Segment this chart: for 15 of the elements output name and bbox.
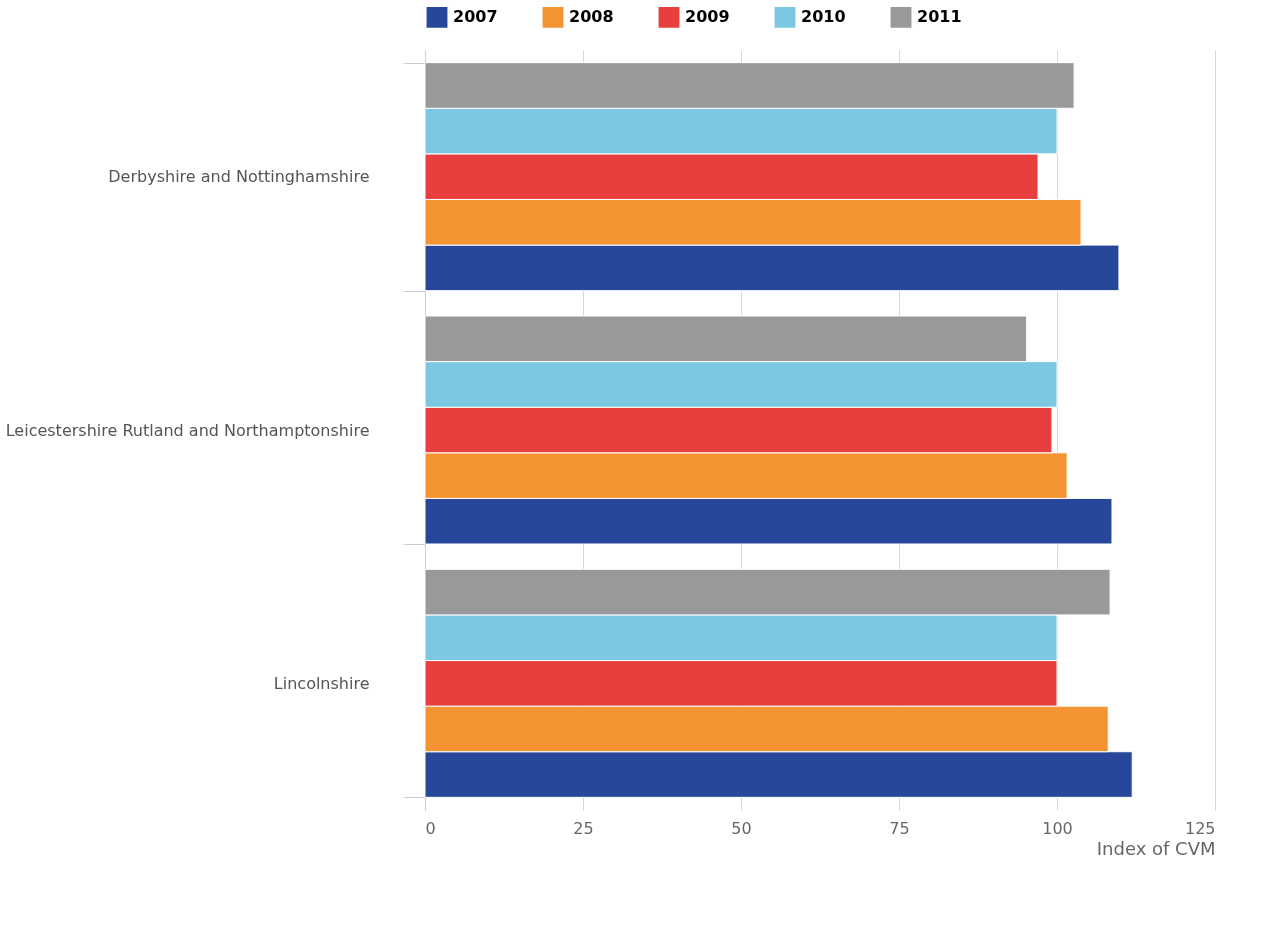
legend-label: 2009 (685, 7, 730, 27)
legend-label: 2011 (917, 7, 962, 27)
legend-label: 2010 (801, 7, 846, 27)
legend-label: 2007 (453, 7, 498, 27)
x-tick-label: 50 (731, 818, 752, 838)
y-tick-label: Lincolnshire (273, 673, 370, 693)
x-axis-title: Index of CVM (1096, 837, 1216, 859)
x-tick-label: 100 (1042, 818, 1073, 838)
legend-label: 2008 (569, 7, 614, 27)
x-tick-label: 75 (889, 818, 910, 838)
y-tick-label: Derbyshire and Nottinghamshire (108, 167, 370, 187)
x-tick-label: 125 (1184, 818, 1216, 838)
x-tick-label: 0 (425, 818, 436, 838)
x-tick-label: 25 (573, 818, 594, 838)
y-tick-label: Leicestershire Rutland and Northamptonshire (5, 420, 370, 440)
